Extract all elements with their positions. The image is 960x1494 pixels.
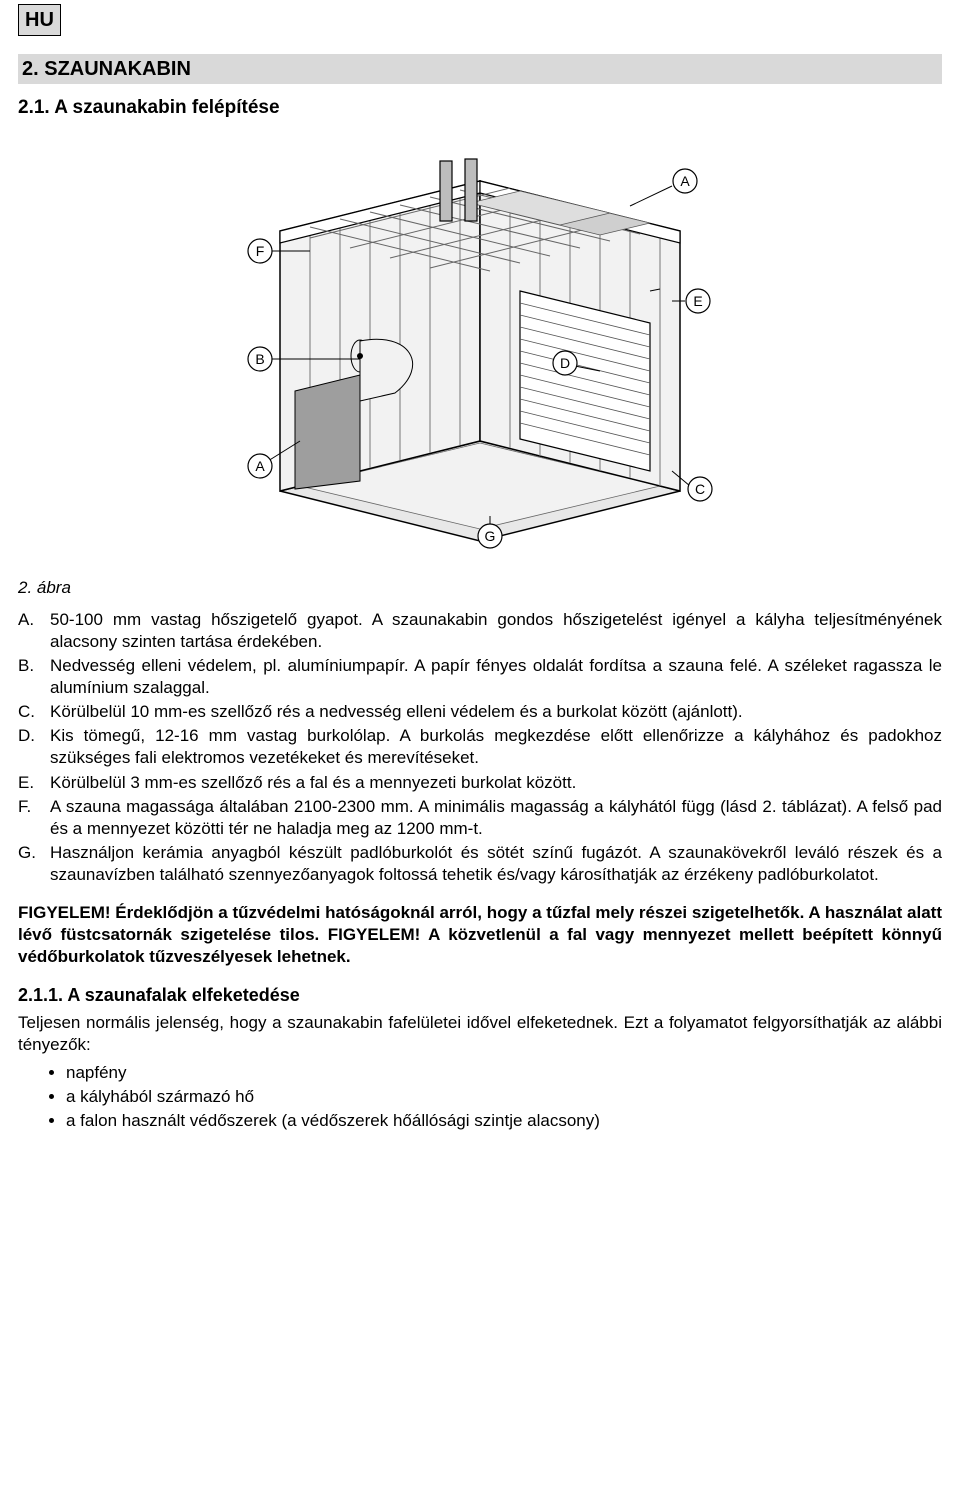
legend-text: A szauna magassága általában 2100-2300 m…	[50, 796, 942, 840]
svg-text:A: A	[680, 173, 690, 189]
figure-diagram: A A B C D E F G	[18, 131, 942, 557]
svg-text:E: E	[693, 293, 702, 309]
figure-caption: 2. ábra	[18, 577, 942, 599]
legend-item: B. Nedvesség elleni védelem, pl. alumíni…	[18, 655, 942, 699]
legend-key: C.	[18, 701, 50, 723]
legend-item: G. Használjon kerámia anyagból készült p…	[18, 842, 942, 886]
section-heading: 2. SZAUNAKABIN	[18, 54, 942, 84]
bullet-item: a falon használt védőszerek (a védőszere…	[66, 1110, 942, 1132]
legend-key: E.	[18, 772, 50, 794]
svg-text:G: G	[485, 528, 496, 544]
bullet-item: napfény	[66, 1062, 942, 1084]
svg-text:C: C	[695, 481, 705, 497]
legend-text: Körülbelül 10 mm-es szellőző rés a nedve…	[50, 701, 942, 723]
legend-list: A. 50-100 mm vastag hőszigetelő gyapot. …	[18, 609, 942, 886]
legend-text: Kis tömegű, 12-16 mm vastag burkolólap. …	[50, 725, 942, 769]
legend-item: E. Körülbelül 3 mm-es szellőző rés a fal…	[18, 772, 942, 794]
legend-item: F. A szauna magassága általában 2100-230…	[18, 796, 942, 840]
svg-text:B: B	[255, 351, 264, 367]
intro-paragraph: Teljesen normális jelenség, hogy a szaun…	[18, 1012, 942, 1056]
legend-text: 50-100 mm vastag hőszigetelő gyapot. A s…	[50, 609, 942, 653]
svg-text:A: A	[255, 458, 265, 474]
bullet-item: a kályhából származó hő	[66, 1086, 942, 1108]
svg-text:F: F	[256, 243, 265, 259]
legend-key: D.	[18, 725, 50, 769]
legend-text: Nedvesség elleni védelem, pl. alumíniump…	[50, 655, 942, 699]
bullet-list: napfény a kályhából származó hő a falon …	[66, 1062, 942, 1132]
subsection-heading: 2.1. A szaunakabin felépítése	[18, 96, 942, 121]
legend-text: Körülbelül 3 mm-es szellőző rés a fal és…	[50, 772, 942, 794]
svg-text:D: D	[560, 355, 570, 371]
legend-key: F.	[18, 796, 50, 840]
legend-text: Használjon kerámia anyagból készült padl…	[50, 842, 942, 886]
warning-paragraph: FIGYELEM! Érdeklődjön a tűzvédelmi hatós…	[18, 902, 942, 968]
legend-item: A. 50-100 mm vastag hőszigetelő gyapot. …	[18, 609, 942, 653]
subsubsection-heading: 2.1.1. A szaunafalak elfeketedése	[18, 984, 942, 1007]
legend-key: A.	[18, 609, 50, 653]
legend-item: C. Körülbelül 10 mm-es szellőző rés a ne…	[18, 701, 942, 723]
legend-key: B.	[18, 655, 50, 699]
legend-item: D. Kis tömegű, 12-16 mm vastag burkolóla…	[18, 725, 942, 769]
language-badge: HU	[18, 4, 61, 36]
legend-key: G.	[18, 842, 50, 886]
